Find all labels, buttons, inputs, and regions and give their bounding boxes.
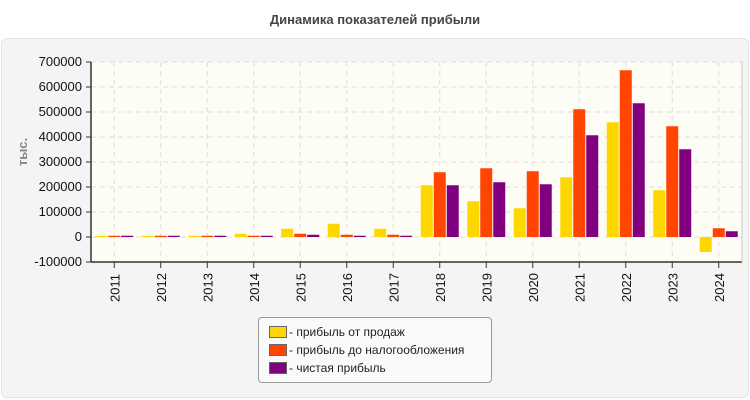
- bar: [573, 109, 586, 237]
- bar: [141, 235, 154, 237]
- x-tick-label: 2014: [247, 273, 262, 302]
- bar: [95, 235, 108, 237]
- bar: [632, 103, 645, 237]
- bar: [699, 237, 712, 252]
- y-tick-label: 400000: [39, 129, 82, 144]
- x-tick-label: 2019: [479, 273, 494, 302]
- bar: [108, 235, 121, 237]
- y-tick-label: 700000: [39, 54, 82, 69]
- bar: [188, 235, 201, 237]
- legend-swatch: [269, 362, 287, 374]
- y-tick-label: 500000: [39, 104, 82, 119]
- legend-swatch: [269, 326, 287, 338]
- legend-item: - чистая прибыль: [269, 361, 386, 375]
- bar: [260, 235, 273, 237]
- bar: [513, 208, 526, 237]
- y-axis-label: тыс.: [15, 138, 30, 166]
- bar: [712, 228, 725, 237]
- legend-swatch: [269, 344, 287, 356]
- bar: [400, 235, 413, 237]
- bar: [606, 122, 619, 237]
- bar: [666, 126, 679, 237]
- bar: [560, 177, 573, 237]
- bar: [420, 185, 433, 237]
- bar: [247, 235, 260, 237]
- x-tick-label: 2012: [154, 273, 169, 302]
- x-tick-label: 2022: [619, 273, 634, 302]
- y-tick-label: 0: [75, 229, 82, 244]
- x-tick-label: 2018: [433, 273, 448, 302]
- bar: [480, 168, 493, 237]
- legend-item: - прибыль до налогообложения: [269, 343, 464, 357]
- x-tick-label: 2020: [526, 273, 541, 302]
- bar: [433, 172, 446, 237]
- bar: [725, 231, 738, 237]
- x-tick-label: 2023: [665, 273, 680, 302]
- bar: [653, 190, 666, 237]
- legend: - прибыль от продаж - прибыль до налогоо…: [258, 317, 492, 383]
- legend-label: - прибыль от продаж: [289, 325, 405, 339]
- chart-title: Динамика показателей прибыли: [269, 12, 481, 27]
- x-tick-label: 2011: [107, 274, 122, 302]
- legend-item: - прибыль от продаж: [269, 325, 405, 339]
- bar: [619, 70, 632, 237]
- y-tick-label: 300000: [39, 154, 82, 169]
- bar: [493, 182, 506, 237]
- bar: [467, 201, 480, 237]
- bar: [294, 233, 307, 237]
- bar: [281, 228, 294, 237]
- bar: [526, 171, 539, 237]
- y-tick-label: 100000: [39, 204, 82, 219]
- y-tick-label: 600000: [39, 79, 82, 94]
- y-tick-label: 200000: [39, 179, 82, 194]
- bar: [214, 235, 227, 237]
- bar: [586, 135, 599, 237]
- bar: [374, 228, 387, 237]
- x-tick-label: 2015: [293, 273, 308, 302]
- bar: [121, 235, 134, 237]
- bar: [340, 234, 353, 237]
- x-tick-label: 2017: [386, 273, 401, 302]
- bar: [387, 234, 400, 237]
- bar: [539, 184, 552, 237]
- bar: [307, 234, 320, 237]
- bar: [327, 223, 340, 237]
- x-tick-label: 2016: [340, 273, 355, 302]
- bar: [154, 235, 167, 237]
- x-tick-label: 2024: [712, 273, 727, 302]
- x-tick-label: 2013: [200, 273, 215, 302]
- x-tick-label: 2021: [572, 273, 587, 302]
- y-tick-label: -100000: [34, 254, 82, 269]
- bar: [167, 235, 180, 237]
- bar: [679, 149, 692, 237]
- bar: [353, 235, 366, 237]
- bar: [234, 233, 247, 237]
- legend-label: - чистая прибыль: [289, 361, 386, 375]
- bar: [201, 235, 214, 237]
- bar: [446, 185, 459, 237]
- legend-label: - прибыль до налогообложения: [289, 343, 465, 357]
